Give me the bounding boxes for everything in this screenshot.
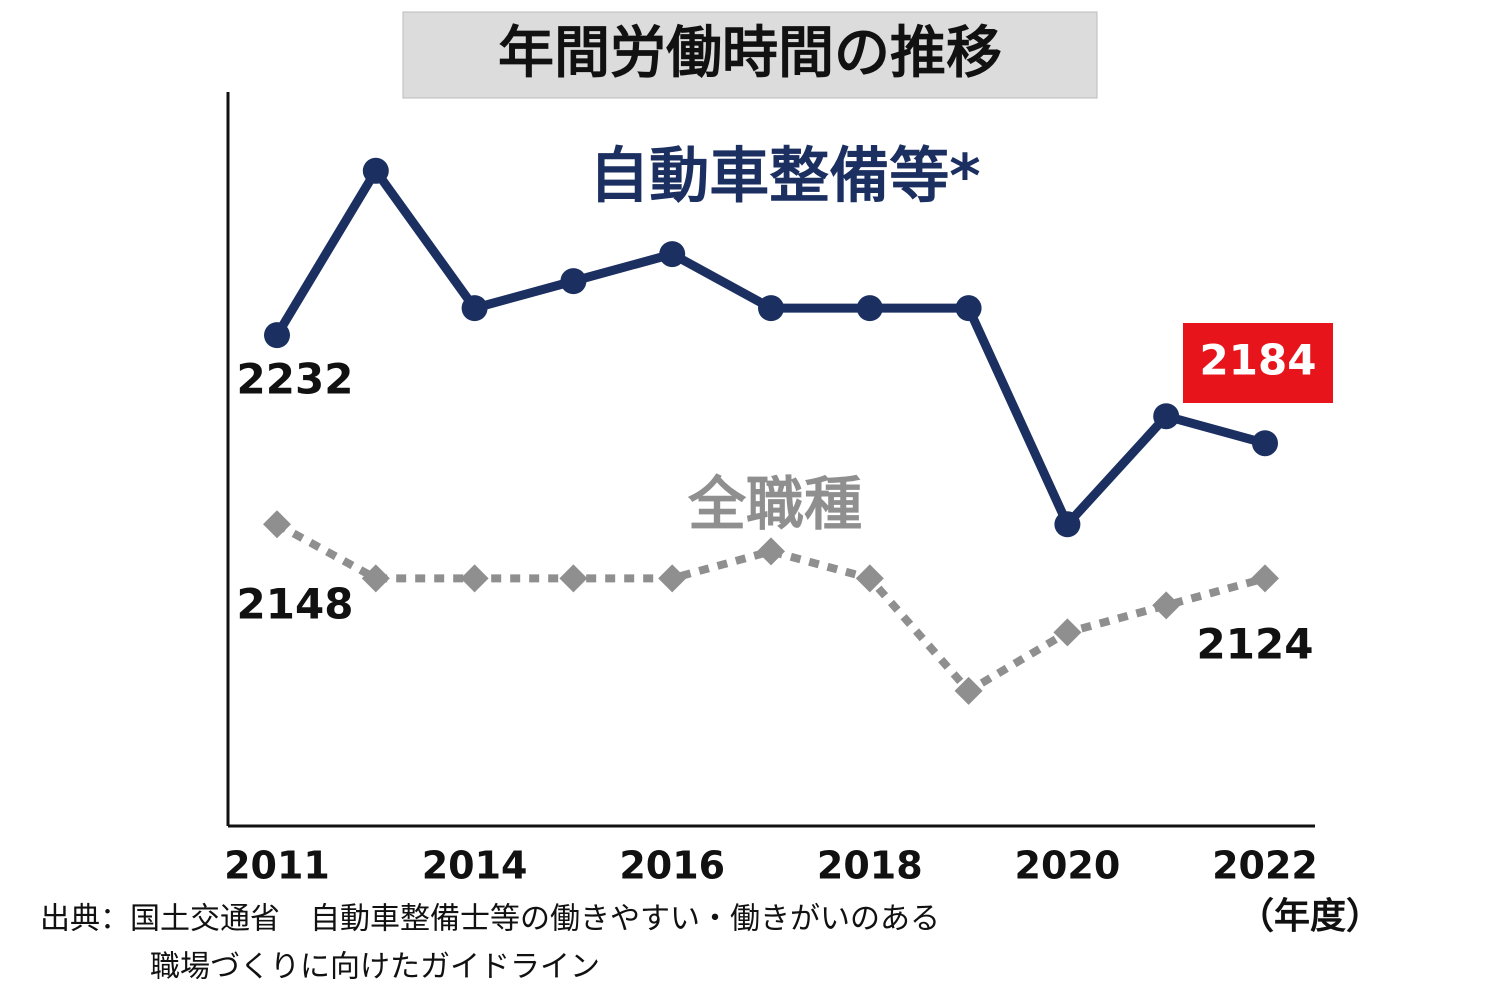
data-label: 2232	[237, 355, 354, 404]
label-box	[1183, 323, 1333, 403]
series-label: 自動車整備等*	[589, 142, 980, 212]
marker	[658, 564, 687, 593]
marker	[263, 510, 291, 539]
marker	[362, 157, 389, 184]
x-unit: （年度）	[1238, 896, 1382, 937]
marker	[659, 241, 686, 268]
marker	[757, 537, 785, 566]
marker	[955, 295, 982, 322]
marker	[264, 322, 290, 349]
x-tick-label: 2014	[422, 844, 528, 888]
marker	[1053, 618, 1082, 647]
marker	[461, 295, 488, 322]
source: 職場づくりに向けたガイドライン	[150, 950, 600, 985]
marker	[1153, 403, 1180, 430]
marker	[855, 564, 884, 593]
marker	[361, 564, 390, 593]
x-tick-label: 2020	[1015, 844, 1121, 888]
marker	[758, 295, 784, 322]
marker	[560, 268, 587, 295]
data-label: 2148	[237, 580, 354, 629]
marker	[460, 564, 489, 593]
source: 出典：国土交通省 自動車整備士等の働きやすい・働きがいのある	[40, 902, 940, 937]
marker	[856, 295, 883, 322]
x-tick-label: 2022	[1212, 844, 1318, 888]
series-label: 全職種	[687, 470, 862, 538]
x-tick-label: 2016	[619, 844, 725, 888]
x-tick-label: 2011	[224, 844, 330, 888]
data-label: 2184	[1200, 336, 1317, 385]
marker	[1252, 430, 1278, 457]
data-label: 2124	[1197, 620, 1314, 669]
marker	[1054, 511, 1081, 538]
marker	[559, 564, 588, 593]
marker	[1251, 564, 1279, 593]
x-tick-label: 2018	[817, 844, 923, 888]
series-line	[275, 520, 1267, 695]
marker	[954, 676, 983, 705]
title-box	[402, 11, 1098, 99]
chart-title: 年間労働時間の推移	[498, 21, 1002, 86]
marker	[1152, 591, 1181, 620]
